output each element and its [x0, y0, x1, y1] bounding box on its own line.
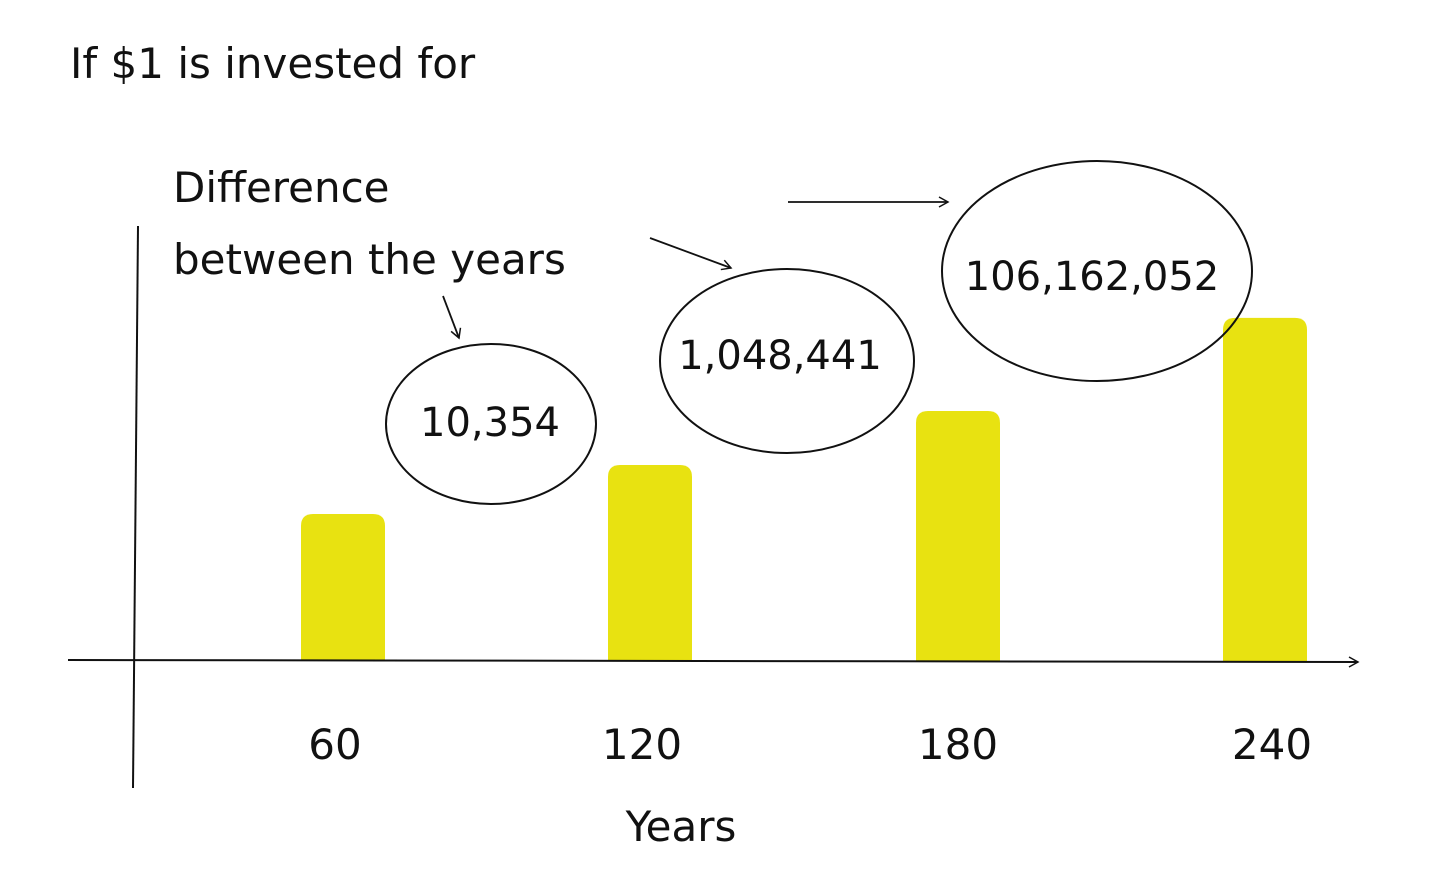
- annotation-label: Difference between the years: [173, 163, 566, 284]
- bar-180: [916, 411, 1000, 661]
- x-axis-line: [67, 656, 1360, 668]
- bar-240: [1223, 317, 1307, 661]
- difference-arrow-2: [649, 237, 733, 271]
- bar-series: [301, 317, 1307, 661]
- bar-60: [301, 513, 385, 661]
- difference-bubble-3: [941, 160, 1253, 382]
- annotation-line-1: Difference: [173, 163, 390, 212]
- annotation-line-2: between the years: [173, 235, 566, 284]
- difference-value-1: 10,354: [420, 400, 560, 446]
- x-tick-labels: 60 120 180 240: [308, 720, 1312, 769]
- difference-value-2: 1,048,441: [678, 333, 882, 379]
- difference-annotations: 10,354 1,048,441 106,162,052: [385, 160, 1253, 505]
- x-tick-label-240: 240: [1232, 720, 1312, 769]
- difference-value-3: 106,162,052: [965, 254, 1219, 300]
- bar-120: [608, 464, 692, 661]
- y-axis-line: [132, 225, 139, 789]
- x-axis-label: Years: [625, 802, 737, 851]
- difference-bubble-2: [659, 268, 915, 454]
- x-tick-label-180: 180: [918, 720, 998, 769]
- x-tick-label-120: 120: [602, 720, 682, 769]
- chart-title: If $1 is invested for: [70, 39, 476, 88]
- x-tick-label-60: 60: [308, 720, 361, 769]
- difference-arrow-1: [442, 295, 462, 340]
- difference-bubble-1: [385, 343, 597, 505]
